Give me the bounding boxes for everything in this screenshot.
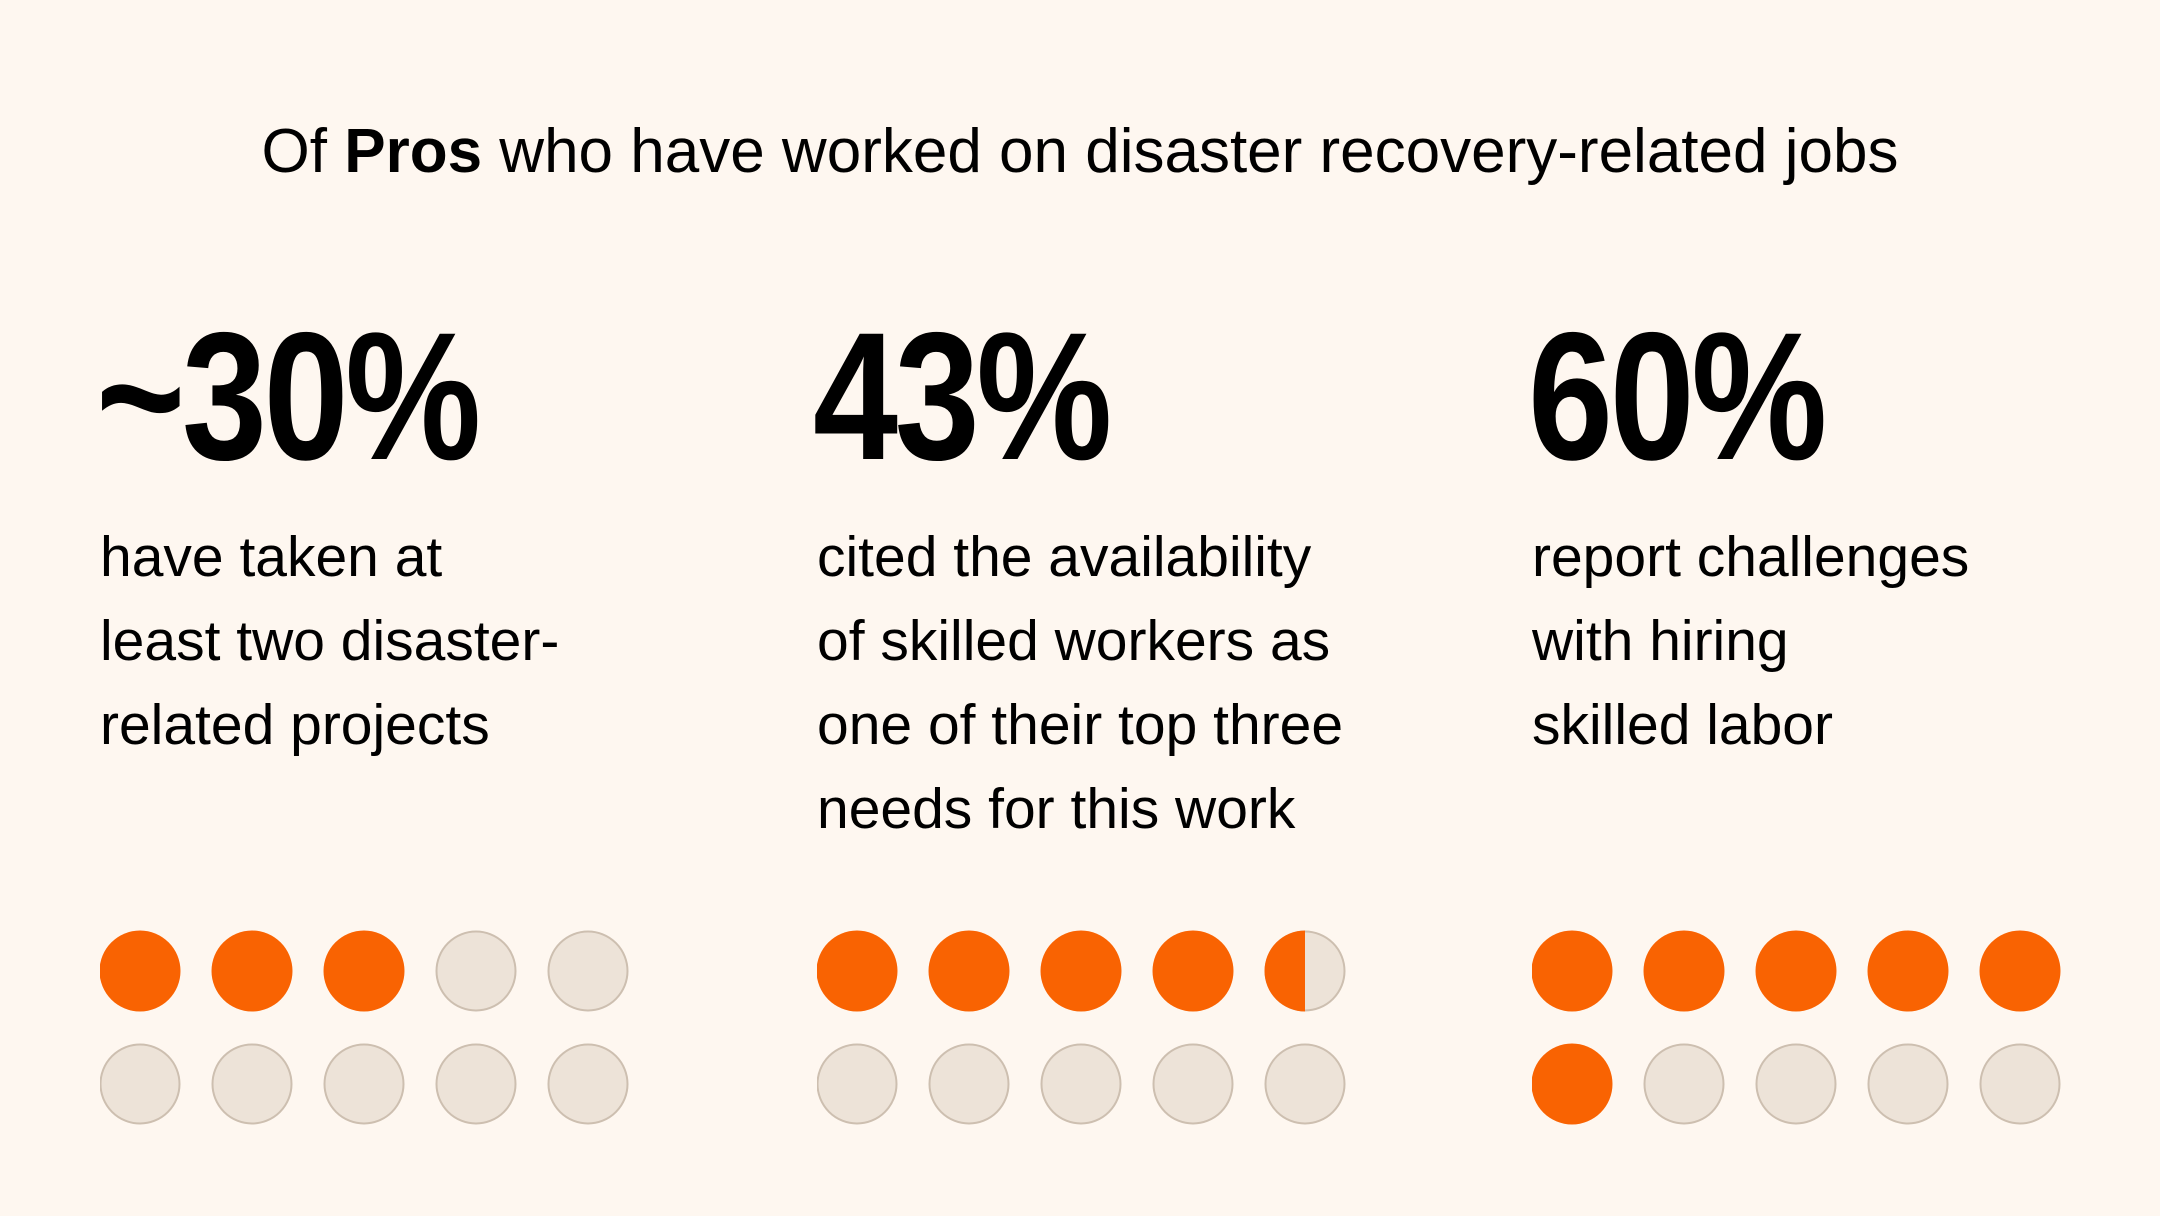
dot-filled: [817, 930, 898, 1012]
dot-grid: [817, 930, 1346, 1125]
description-line: skilled labor: [1532, 693, 1833, 757]
description-line: have taken at: [100, 525, 443, 589]
dot-filled: [323, 930, 405, 1012]
dot-filled: [928, 930, 1010, 1012]
dot-empty: [100, 1043, 181, 1125]
title-prefix: Of: [261, 117, 345, 186]
description-line: with hiring: [1532, 609, 1789, 673]
stat-block-3: 60% report challenges with hiring skille…: [1528, 0, 2160, 1216]
title-bold: Pros: [344, 117, 483, 186]
stat-block-2: 43% cited the availability of skilled wo…: [813, 0, 1457, 1216]
stat-value: 60%: [1528, 294, 1827, 498]
dot-empty: [1040, 1043, 1122, 1125]
dot-grid: [100, 930, 629, 1125]
dot-empty: [211, 1043, 293, 1125]
dot-empty: [928, 1043, 1010, 1125]
description-line: needs for this work: [817, 777, 1296, 841]
dot-empty: [1755, 1043, 1837, 1125]
stat-value: ~30%: [96, 294, 481, 498]
stat-description: report challenges with hiring skilled la…: [1532, 515, 2152, 767]
stat-description: cited the availability of skilled worker…: [817, 515, 1437, 851]
description-line: cited the availability: [817, 525, 1312, 589]
dot-empty: [817, 1043, 898, 1125]
description-line: one of their top three: [817, 693, 1344, 757]
dot-empty: [1867, 1043, 1949, 1125]
dot-filled: [1867, 930, 1949, 1012]
dot-filled: [1532, 1043, 1613, 1125]
dot-empty: [1152, 1043, 1234, 1125]
dot-grid: [1532, 930, 2061, 1125]
dot-empty: [435, 1043, 517, 1125]
dot-filled: [1040, 930, 1122, 1012]
dot-empty: [547, 1043, 629, 1125]
dot-filled: [1755, 930, 1837, 1012]
dot-filled: [100, 930, 181, 1012]
stat-block-1: ~30% have taken at least two disaster- r…: [96, 0, 740, 1216]
dot-filled: [1152, 930, 1234, 1012]
description-line: related projects: [100, 693, 490, 757]
title-suffix: who have worked on disaster recovery-rel…: [482, 117, 1899, 186]
dot-empty: [1264, 1043, 1346, 1125]
dot-filled: [1979, 930, 2061, 1012]
dot-empty: [323, 1043, 405, 1125]
description-line: of skilled workers as: [817, 609, 1331, 673]
page-title: Of Pros who have worked on disaster reco…: [0, 112, 2160, 192]
dot-empty: [1643, 1043, 1725, 1125]
dot-empty: [1979, 1043, 2061, 1125]
dot-filled: [1643, 930, 1725, 1012]
stat-description: have taken at least two disaster- relate…: [100, 515, 720, 767]
dot-filled: [211, 930, 293, 1012]
description-line: least two disaster-: [100, 609, 560, 673]
dot-partial: [1264, 930, 1346, 1012]
dot-empty: [547, 930, 629, 1012]
stat-value: 43%: [813, 294, 1112, 498]
dot-empty: [435, 930, 517, 1012]
description-line: report challenges: [1532, 525, 1970, 589]
dot-filled: [1532, 930, 1613, 1012]
